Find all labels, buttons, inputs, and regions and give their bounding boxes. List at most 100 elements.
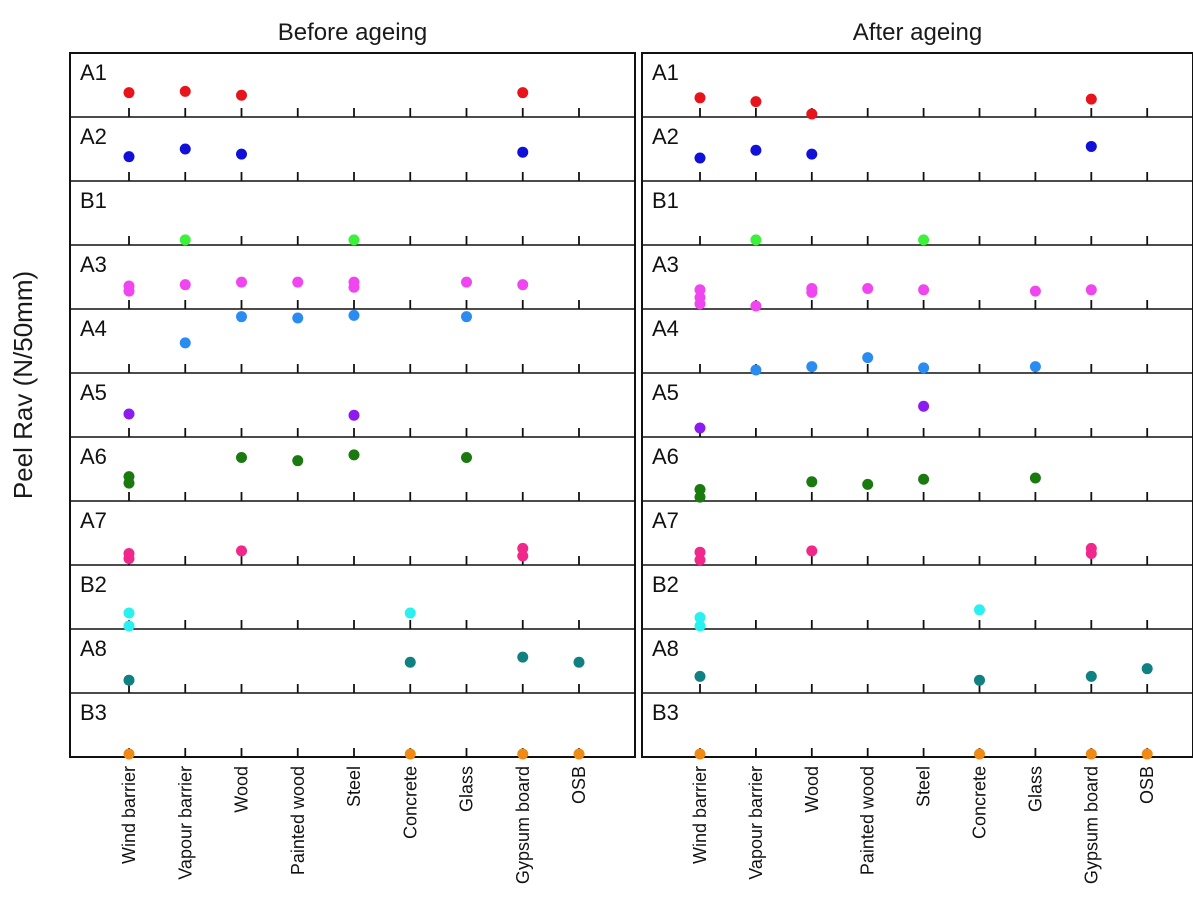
data-point-a8 [974, 674, 985, 686]
data-point-a3 [461, 276, 472, 288]
data-point-a8 [123, 674, 135, 686]
row-label-a8: A8 [80, 636, 107, 661]
data-point-a8 [1085, 670, 1097, 682]
row-label-a4: A4 [652, 316, 679, 341]
category-label: Wind barrier [119, 766, 139, 864]
data-point-a6 [1029, 472, 1041, 484]
data-point-a2 [694, 152, 706, 164]
data-point-b3 [123, 748, 135, 760]
category-label: Concrete [970, 766, 990, 839]
data-point-a7 [1085, 547, 1097, 559]
row-label-a1: A1 [652, 60, 679, 85]
category-label: OSB [1137, 766, 1157, 804]
category-label: Glass [1025, 766, 1045, 812]
row-label-b1: B1 [652, 188, 679, 213]
data-point-a7 [806, 545, 818, 557]
data-point-a7 [517, 542, 529, 554]
data-point-a8 [694, 670, 706, 682]
data-point-a6 [292, 455, 304, 467]
row-label-a1: A1 [80, 60, 107, 85]
category-label: Steel [344, 766, 364, 807]
data-point-a3 [179, 279, 191, 291]
data-point-a4 [1029, 361, 1041, 373]
data-point-a4 [292, 312, 304, 324]
category-label: OSB [569, 766, 589, 804]
data-point-a3 [694, 284, 706, 296]
data-point-b3 [1141, 748, 1153, 760]
data-point-b3 [694, 748, 706, 760]
data-point-a7 [694, 546, 706, 558]
data-point-a1 [123, 87, 135, 99]
data-point-b3 [404, 748, 416, 760]
data-point-a4 [918, 362, 930, 374]
row-label-a6: A6 [80, 444, 107, 469]
data-point-a6 [694, 483, 706, 495]
data-point-a3 [1029, 285, 1041, 297]
category-label: Concrete [400, 766, 420, 839]
panel-frame [69, 52, 636, 758]
data-point-a3 [806, 286, 818, 298]
panel-before: Before ageing A1 A2 B1 A3 A4 A5 A6 A7 B2 A8 B3 Wind … [69, 19, 636, 884]
data-point-a1 [750, 96, 762, 108]
data-point-a5 [918, 400, 930, 412]
row-label-b2: B2 [652, 572, 679, 597]
data-point-a1 [517, 87, 529, 99]
data-point-a6 [348, 449, 360, 461]
data-point-a3 [862, 283, 874, 295]
category-label: Steel [914, 766, 934, 807]
data-point-a6 [236, 451, 247, 463]
data-point-b3 [1085, 748, 1097, 760]
row-label-b2: B2 [80, 572, 107, 597]
row-label-b3: B3 [652, 700, 679, 725]
data-point-b3 [974, 748, 985, 760]
data-point-a7 [694, 554, 706, 566]
data-point-a3 [918, 284, 930, 296]
row-label-a3: A3 [652, 252, 679, 277]
data-point-b2 [974, 604, 985, 616]
data-point-a5 [348, 409, 360, 421]
panel-title: After ageing [853, 19, 982, 46]
data-point-a4 [750, 364, 762, 376]
row-label-a6: A6 [652, 444, 679, 469]
data-point-a3 [236, 276, 247, 288]
data-point-a4 [806, 361, 818, 373]
data-point-a3 [694, 298, 706, 310]
data-point-b2 [123, 620, 135, 632]
category-label: Vapour barrier [746, 766, 766, 880]
panel-title: Before ageing [278, 19, 427, 46]
data-point-a4 [461, 311, 472, 323]
panel-frame [641, 52, 1193, 758]
data-point-a1 [694, 92, 706, 104]
data-point-a7 [123, 553, 135, 565]
data-point-b3 [517, 748, 529, 760]
data-point-a8 [404, 656, 416, 668]
data-point-b2 [694, 620, 706, 632]
y-axis-label: Peel Rav (N/50mm) [8, 271, 38, 499]
panel-after: After ageing A1 A2 B1 A3 A4 A5 A6 A7 B2 A8 B3 Wind b… [641, 19, 1193, 884]
data-point-a8 [517, 651, 529, 663]
data-point-b3 [573, 748, 585, 760]
data-point-a6 [918, 473, 930, 485]
panels: Before ageing A1 A2 B1 A3 A4 A5 A6 A7 B2 A8 B3 Wind … [69, 19, 1193, 884]
data-point-a5 [694, 422, 706, 434]
data-point-a7 [236, 545, 247, 557]
data-point-b2 [694, 611, 706, 623]
data-point-a4 [179, 337, 191, 349]
category-label: Wood [802, 766, 822, 813]
data-point-a5 [123, 408, 135, 420]
category-label: Painted wood [858, 766, 878, 875]
row-label-a7: A7 [652, 508, 679, 533]
data-point-a3 [292, 276, 304, 288]
category-label: Painted wood [288, 766, 308, 875]
data-point-a3 [348, 281, 360, 293]
data-point-a1 [1085, 93, 1097, 105]
data-point-a6 [461, 451, 472, 463]
data-point-a1 [806, 108, 818, 120]
data-point-b1 [750, 234, 762, 246]
data-point-b1 [348, 234, 360, 246]
data-point-a3 [123, 285, 135, 297]
category-label: Wood [232, 766, 252, 813]
data-point-a2 [236, 148, 247, 160]
data-point-b2 [404, 607, 416, 619]
